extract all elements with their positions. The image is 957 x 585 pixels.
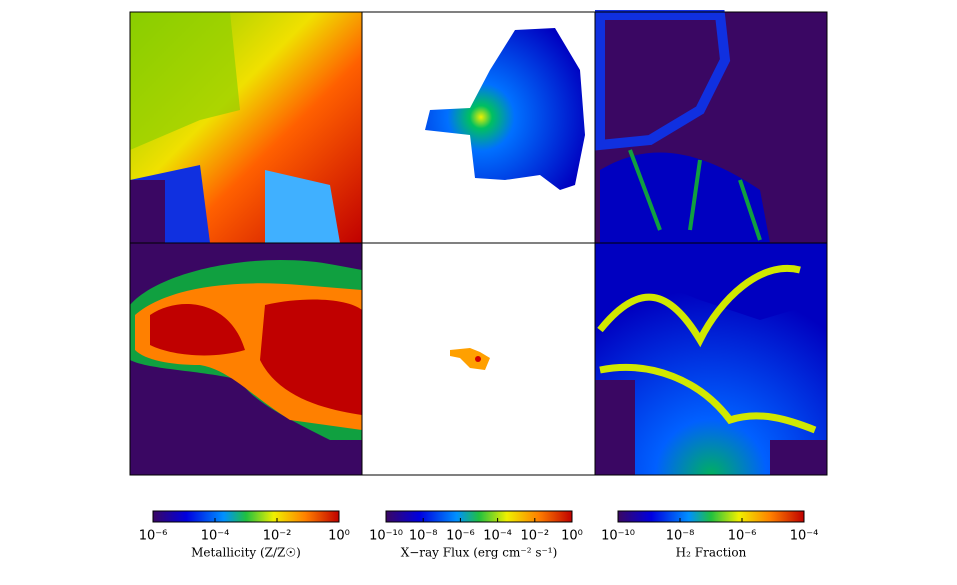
tick-label: 10⁻⁶ (728, 529, 757, 544)
tick-label: 10⁻² (263, 529, 292, 544)
region (450, 348, 490, 370)
region (600, 152, 770, 243)
tick-label: 10⁰ (561, 529, 583, 544)
tick-label: 10⁰ (328, 529, 350, 544)
colorbar (617, 510, 805, 523)
tick-label: 10⁻⁸ (409, 529, 438, 544)
region (640, 243, 827, 320)
tick-label: 10⁻⁴ (790, 529, 819, 544)
region (265, 170, 340, 243)
colorbar (385, 510, 573, 523)
tick-label: 10⁻¹⁰ (369, 529, 403, 544)
colorbar (152, 510, 340, 523)
region (770, 440, 827, 475)
region (595, 380, 635, 475)
tick-label: 10⁻⁴ (201, 529, 230, 544)
region (475, 356, 481, 362)
region (425, 28, 585, 190)
region (130, 180, 165, 243)
tick-label: 10⁻⁸ (666, 529, 695, 544)
region (628, 149, 762, 241)
region (595, 10, 731, 151)
colorbar-label: H₂ Fraction (676, 546, 747, 560)
region (150, 299, 362, 415)
tick-label: 10⁻⁶ (139, 529, 168, 544)
tick-label: 10⁻¹⁰ (601, 529, 635, 544)
tick-label: 10⁻⁶ (446, 529, 475, 544)
region (130, 12, 240, 150)
tick-label: 10⁻⁴ (483, 529, 512, 544)
tick-label: 10⁻² (520, 529, 549, 544)
colorbar-label: Metallicity (Z/Z☉) (191, 546, 301, 560)
colorbar-label: X−ray Flux (erg cm⁻² s⁻¹) (401, 546, 558, 560)
panels (129, 10, 828, 476)
region (597, 265, 817, 434)
